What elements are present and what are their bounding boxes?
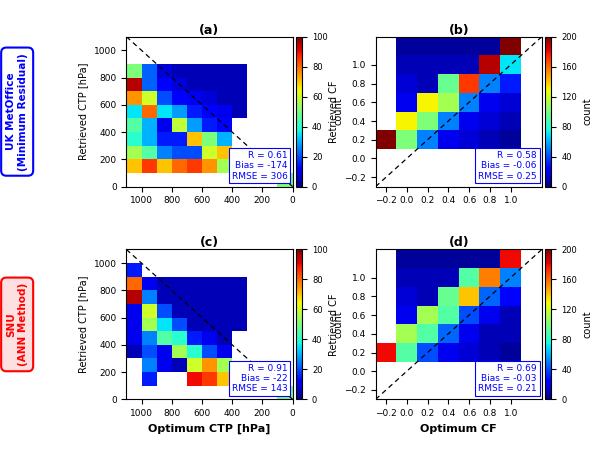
Title: (c): (c) [200,236,219,250]
Text: R = 0.58
Bias = -0.06
RMSE = 0.25: R = 0.58 Bias = -0.06 RMSE = 0.25 [478,151,537,180]
Y-axis label: count: count [334,311,343,338]
Y-axis label: Retrieved CF: Retrieved CF [329,80,338,143]
Text: R = 0.61
Bias = -174
RMSE = 306: R = 0.61 Bias = -174 RMSE = 306 [232,151,288,180]
Y-axis label: Retrieved CTP [hPa]: Retrieved CTP [hPa] [78,276,88,373]
Text: R = 0.69
Bias = -0.03
RMSE = 0.21: R = 0.69 Bias = -0.03 RMSE = 0.21 [478,364,537,393]
Title: (d): (d) [448,236,469,250]
Y-axis label: Retrieved CTP [hPa]: Retrieved CTP [hPa] [78,63,88,160]
Text: R = 0.91
Bias = -22
RMSE = 143: R = 0.91 Bias = -22 RMSE = 143 [232,364,288,393]
Y-axis label: count: count [583,98,592,125]
Y-axis label: count: count [334,98,343,125]
Y-axis label: Retrieved CF: Retrieved CF [329,293,338,356]
Y-axis label: count: count [583,311,592,338]
Text: UK MetOffice
(Minimum Residual): UK MetOffice (Minimum Residual) [7,53,28,170]
Title: (b): (b) [448,24,469,37]
Text: SNU
(ANN Method): SNU (ANN Method) [7,283,28,366]
Title: (a): (a) [199,24,220,37]
X-axis label: Optimum CTP [hPa]: Optimum CTP [hPa] [148,424,271,434]
X-axis label: Optimum CF: Optimum CF [420,424,497,434]
